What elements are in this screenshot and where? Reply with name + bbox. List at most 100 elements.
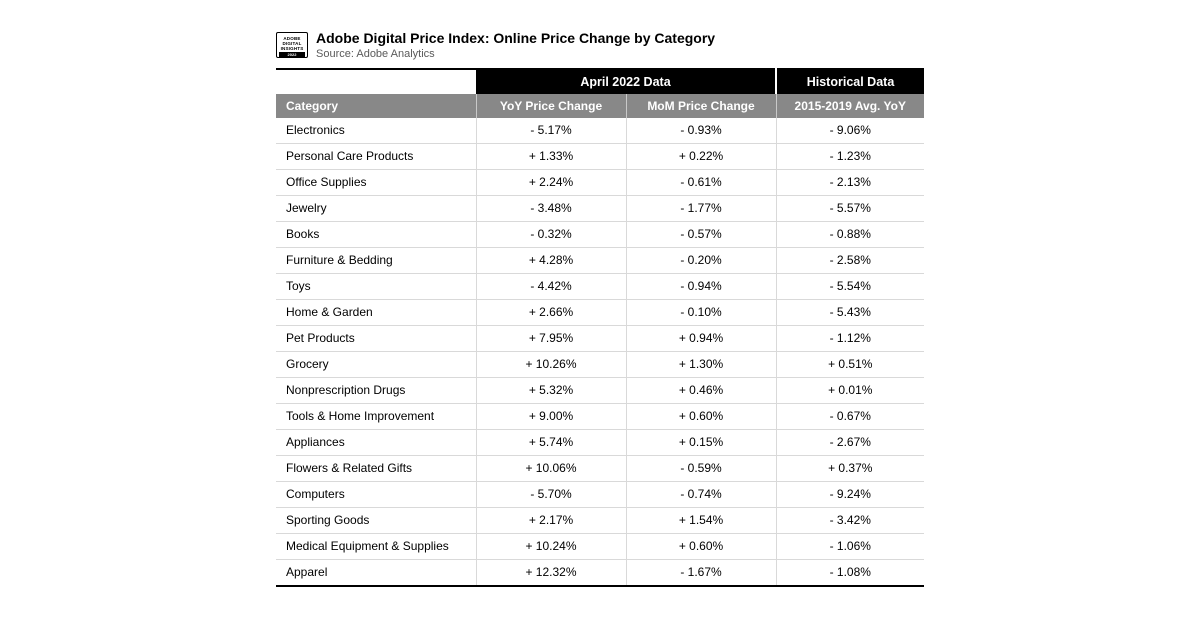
table-row: Toys- 4.42%- 0.94%- 5.54% — [276, 273, 924, 299]
yoy-cell: + 10.26% — [476, 351, 626, 377]
yoy-cell: - 4.42% — [476, 273, 626, 299]
report-header: ADOBE DIGITAL INSIGHTS 2022 Adobe Digita… — [276, 30, 924, 60]
mom-cell: - 0.74% — [626, 481, 776, 507]
historical-cell: - 3.42% — [776, 507, 924, 533]
table-row: Nonprescription Drugs+ 5.32%+ 0.46%+ 0.0… — [276, 377, 924, 403]
table-row: Books- 0.32%- 0.57%- 0.88% — [276, 221, 924, 247]
table-row: Appliances+ 5.74%+ 0.15%- 2.67% — [276, 429, 924, 455]
category-cell: Apparel — [276, 559, 476, 586]
historical-cell: - 0.88% — [776, 221, 924, 247]
yoy-cell: + 4.28% — [476, 247, 626, 273]
category-cell: Appliances — [276, 429, 476, 455]
mom-cell: + 0.46% — [626, 377, 776, 403]
yoy-cell: + 10.24% — [476, 533, 626, 559]
mom-cell: - 0.10% — [626, 299, 776, 325]
yoy-cell: + 5.32% — [476, 377, 626, 403]
yoy-cell: - 5.70% — [476, 481, 626, 507]
category-cell: Sporting Goods — [276, 507, 476, 533]
yoy-cell: + 10.06% — [476, 455, 626, 481]
mom-cell: - 1.67% — [626, 559, 776, 586]
category-cell: Pet Products — [276, 325, 476, 351]
table-row: Flowers & Related Gifts+ 10.06%- 0.59%+ … — [276, 455, 924, 481]
category-cell: Jewelry — [276, 195, 476, 221]
historical-cell: - 2.13% — [776, 169, 924, 195]
mom-cell: + 0.15% — [626, 429, 776, 455]
mom-cell: + 0.60% — [626, 403, 776, 429]
mom-cell: - 0.20% — [626, 247, 776, 273]
yoy-cell: + 1.33% — [476, 143, 626, 169]
category-cell: Home & Garden — [276, 299, 476, 325]
historical-cell: - 9.24% — [776, 481, 924, 507]
col-header-category: Category — [276, 94, 476, 118]
adobe-insights-logo: ADOBE DIGITAL INSIGHTS 2022 — [276, 32, 308, 58]
historical-cell: - 1.23% — [776, 143, 924, 169]
report-source: Source: Adobe Analytics — [316, 48, 715, 60]
mom-cell: - 0.94% — [626, 273, 776, 299]
table-row: Apparel+ 12.32%- 1.67%- 1.08% — [276, 559, 924, 586]
table-row: Computers- 5.70%- 0.74%- 9.24% — [276, 481, 924, 507]
historical-cell: - 9.06% — [776, 118, 924, 144]
historical-cell: - 2.58% — [776, 247, 924, 273]
historical-cell: - 2.67% — [776, 429, 924, 455]
mom-cell: + 0.94% — [626, 325, 776, 351]
category-cell: Medical Equipment & Supplies — [276, 533, 476, 559]
yoy-cell: + 2.24% — [476, 169, 626, 195]
header-group-current: April 2022 Data — [476, 69, 776, 94]
price-index-table: April 2022 Data Historical Data Category… — [276, 68, 924, 587]
historical-cell: - 0.67% — [776, 403, 924, 429]
table-row: Personal Care Products+ 1.33%+ 0.22%- 1.… — [276, 143, 924, 169]
table-row: Grocery+ 10.26%+ 1.30%+ 0.51% — [276, 351, 924, 377]
historical-cell: - 5.54% — [776, 273, 924, 299]
mom-cell: + 0.60% — [626, 533, 776, 559]
mom-cell: - 1.77% — [626, 195, 776, 221]
yoy-cell: + 12.32% — [476, 559, 626, 586]
table-row: Tools & Home Improvement+ 9.00%+ 0.60%- … — [276, 403, 924, 429]
category-cell: Electronics — [276, 118, 476, 144]
category-cell: Books — [276, 221, 476, 247]
yoy-cell: + 7.95% — [476, 325, 626, 351]
mom-cell: + 1.30% — [626, 351, 776, 377]
table-row: Home & Garden+ 2.66%- 0.10%- 5.43% — [276, 299, 924, 325]
yoy-cell: - 5.17% — [476, 118, 626, 144]
mom-cell: + 0.22% — [626, 143, 776, 169]
category-cell: Flowers & Related Gifts — [276, 455, 476, 481]
table-row: Office Supplies+ 2.24%- 0.61%- 2.13% — [276, 169, 924, 195]
category-cell: Tools & Home Improvement — [276, 403, 476, 429]
historical-cell: + 0.01% — [776, 377, 924, 403]
header-blank-cell — [276, 69, 476, 94]
historical-cell: - 1.06% — [776, 533, 924, 559]
mom-cell: - 0.93% — [626, 118, 776, 144]
table-header-groups: April 2022 Data Historical Data — [276, 69, 924, 94]
category-cell: Grocery — [276, 351, 476, 377]
yoy-cell: - 3.48% — [476, 195, 626, 221]
category-cell: Furniture & Bedding — [276, 247, 476, 273]
col-header-yoy: YoY Price Change — [476, 94, 626, 118]
historical-cell: + 0.37% — [776, 455, 924, 481]
table-header-columns: Category YoY Price Change MoM Price Chan… — [276, 94, 924, 118]
table-body: Electronics- 5.17%- 0.93%- 9.06%Personal… — [276, 118, 924, 586]
table-row: Electronics- 5.17%- 0.93%- 9.06% — [276, 118, 924, 144]
table-row: Furniture & Bedding+ 4.28%- 0.20%- 2.58% — [276, 247, 924, 273]
mom-cell: - 0.57% — [626, 221, 776, 247]
col-header-historical: 2015-2019 Avg. YoY — [776, 94, 924, 118]
table-row: Jewelry- 3.48%- 1.77%- 5.57% — [276, 195, 924, 221]
category-cell: Office Supplies — [276, 169, 476, 195]
table-row: Medical Equipment & Supplies+ 10.24%+ 0.… — [276, 533, 924, 559]
report-title: Adobe Digital Price Index: Online Price … — [316, 30, 715, 47]
mom-cell: - 0.61% — [626, 169, 776, 195]
yoy-cell: + 5.74% — [476, 429, 626, 455]
historical-cell: - 1.08% — [776, 559, 924, 586]
category-cell: Nonprescription Drugs — [276, 377, 476, 403]
historical-cell: - 5.57% — [776, 195, 924, 221]
category-cell: Computers — [276, 481, 476, 507]
yoy-cell: + 2.66% — [476, 299, 626, 325]
category-cell: Personal Care Products — [276, 143, 476, 169]
table-row: Sporting Goods+ 2.17%+ 1.54%- 3.42% — [276, 507, 924, 533]
historical-cell: - 1.12% — [776, 325, 924, 351]
mom-cell: + 1.54% — [626, 507, 776, 533]
yoy-cell: - 0.32% — [476, 221, 626, 247]
yoy-cell: + 2.17% — [476, 507, 626, 533]
historical-cell: + 0.51% — [776, 351, 924, 377]
mom-cell: - 0.59% — [626, 455, 776, 481]
yoy-cell: + 9.00% — [476, 403, 626, 429]
